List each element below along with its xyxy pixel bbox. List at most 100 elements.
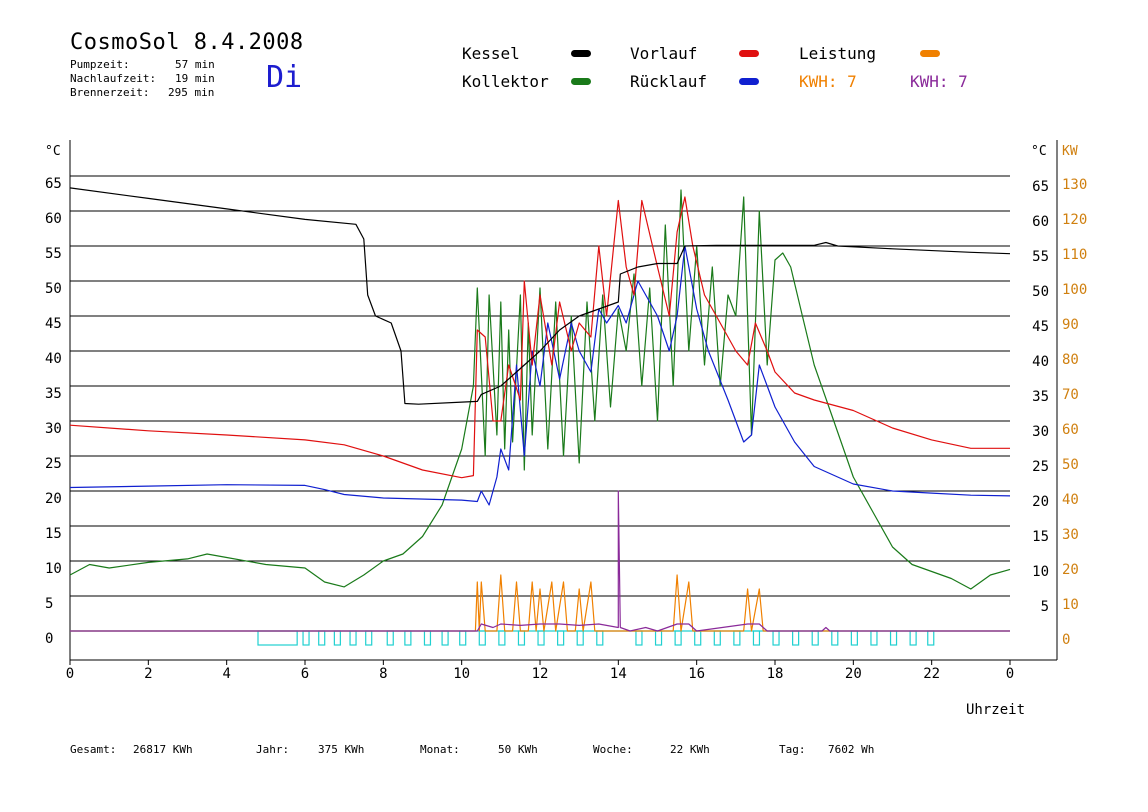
y-tick-label-left: 40: [45, 351, 62, 367]
y-tick-label-left: 35: [45, 386, 62, 402]
legend-kollektor-swatch: [571, 78, 591, 85]
y-tick-label-right-power: 30: [1062, 527, 1079, 543]
legend-kwh-purple: KWH: 7: [910, 72, 968, 91]
pump-span: [713, 630, 721, 646]
chart-grid: [70, 175, 1010, 632]
pump-span: [811, 630, 819, 646]
x-tick-label: 0: [66, 666, 74, 682]
footer-tag-label: Tag:: [779, 743, 806, 756]
pump-span: [635, 630, 643, 646]
x-tick-label: 20: [845, 666, 862, 682]
pump-span: [302, 630, 310, 646]
series-vorlauf: [69, 196, 1010, 479]
y-tick-label-left: 20: [45, 491, 62, 507]
y-tick-label-left: 15: [45, 526, 62, 542]
y-tick-label-right-power: 10: [1062, 597, 1079, 613]
y-tick-label-right-power: 100: [1062, 282, 1087, 298]
y-tick-label-right-power: 40: [1062, 492, 1079, 508]
y-tick-label-right-temp: 10: [1032, 564, 1049, 580]
y-tick-label-right-temp: 35: [1032, 389, 1049, 405]
pump-span: [909, 630, 917, 646]
pump-span: [349, 630, 357, 646]
pump-span: [459, 630, 467, 646]
legend-ruecklauf-label: Rücklauf: [630, 72, 708, 91]
stat-pumpzeit-label: Pumpzeit:: [70, 58, 130, 71]
y-tick-label-left: 65: [45, 176, 62, 192]
y-tick-label-right-power: 130: [1062, 177, 1087, 193]
pump-span: [333, 630, 341, 646]
y-tick-label-left: 25: [45, 456, 62, 472]
pump-span: [365, 630, 373, 646]
stat-brennerzeit-value: 295 min: [168, 86, 215, 99]
y-tick-label-left: 60: [45, 211, 62, 227]
pump-span: [386, 630, 394, 646]
chart-series: [69, 187, 1011, 646]
series-kwh_purple: [70, 490, 1010, 632]
pump-span: [257, 630, 298, 646]
pump-span: [557, 630, 565, 646]
series-leistung: [70, 574, 1010, 632]
legend-kollektor-label: Kollektor: [462, 72, 549, 91]
pump-span: [596, 630, 604, 646]
pump-span: [792, 630, 800, 646]
pump-span: [441, 630, 449, 646]
y-tick-label-right-temp: 15: [1032, 529, 1049, 545]
pump-span: [423, 630, 432, 646]
x-tick-label: 8: [379, 666, 387, 682]
pump-span: [537, 630, 545, 646]
y-tick-label-right-power: 50: [1062, 457, 1079, 473]
y-tick-label-left: 30: [45, 421, 62, 437]
y-tick-label-right-temp: 45: [1032, 319, 1049, 335]
stat-pumpzeit-value: 57 min: [175, 58, 215, 71]
pump-span: [889, 630, 898, 646]
stat-brennerzeit-label: Brennerzeit:: [70, 86, 150, 99]
pump-span: [694, 630, 702, 646]
legend-ruecklauf-swatch: [739, 78, 759, 85]
chart-tick-labels: 0 2 4 6 8 10 12 14 16 18 20 22 005101520253035404550…: [45, 176, 1087, 682]
x-tick-label: 10: [453, 666, 470, 682]
series-ruecklauf: [69, 245, 1011, 506]
footer-gesamt-label: Gesamt:: [70, 743, 117, 756]
x-tick-label: 4: [222, 666, 230, 682]
y-axis-label-right-temp: °C: [1031, 144, 1047, 159]
y-tick-label-left: 50: [45, 281, 62, 297]
x-tick-label: 6: [301, 666, 309, 682]
footer-woche-label: Woche:: [593, 743, 633, 756]
pump-span: [772, 630, 780, 646]
y-tick-label-right-temp: 25: [1032, 459, 1049, 475]
footer-woche-value: 22 KWh: [670, 743, 710, 756]
legend-leistung-label: Leistung: [799, 44, 877, 63]
legend-vorlauf-label: Vorlauf: [630, 44, 698, 63]
x-tick-label: 12: [532, 666, 549, 682]
pump-span: [404, 630, 412, 646]
stat-nachlaufzeit-label: Nachlaufzeit:: [70, 72, 157, 85]
legend-vorlauf-swatch: [739, 50, 759, 57]
series-kollektor: [69, 189, 1011, 590]
pump-span: [318, 630, 326, 646]
y-tick-label-right-power: 60: [1062, 422, 1079, 438]
footer-tag-value: 7602 Wh: [828, 743, 875, 756]
y-tick-label-right-temp: 30: [1032, 424, 1049, 440]
footer-gesamt-value: 26817 KWh: [133, 743, 193, 756]
weekday-label: Di: [266, 60, 303, 95]
pump-span: [498, 630, 506, 646]
pump-span: [870, 630, 878, 646]
y-tick-label-left: 5: [45, 596, 53, 612]
pump-span: [517, 630, 526, 646]
stat-nachlaufzeit-value: 19 min: [175, 72, 215, 85]
y-tick-label-right-power: 0: [1062, 632, 1070, 648]
pump-span: [576, 630, 584, 646]
footer-monat-label: Monat:: [420, 743, 460, 756]
y-tick-label-right-temp: 60: [1032, 214, 1049, 230]
y-tick-label-right-temp: 55: [1032, 249, 1049, 265]
pump-span: [733, 630, 741, 646]
y-tick-label-left: 10: [45, 561, 62, 577]
y-tick-label-right-power: 120: [1062, 212, 1087, 228]
x-tick-label: 16: [688, 666, 705, 682]
legend-kessel-label: Kessel: [462, 44, 520, 63]
y-tick-label-left: 45: [45, 316, 62, 332]
y-tick-label-right-temp: 65: [1032, 179, 1049, 195]
legend-kwh-orange: KWH: 7: [799, 72, 857, 91]
footer-jahr-label: Jahr:: [256, 743, 290, 756]
